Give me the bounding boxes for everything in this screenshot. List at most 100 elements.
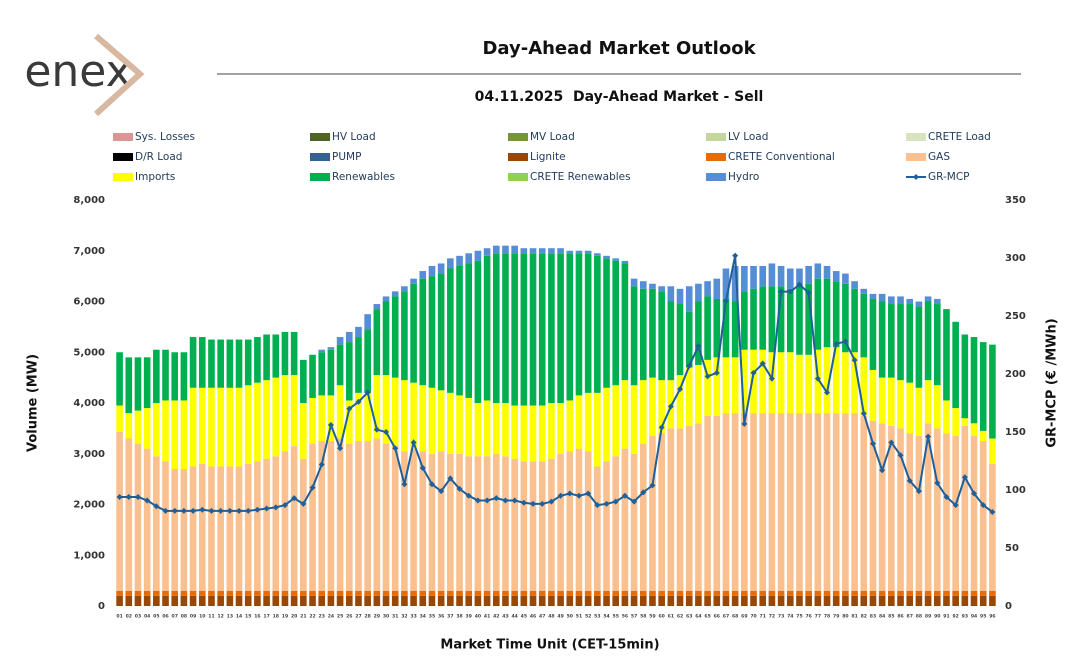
x-tick-label: 49 <box>557 614 563 620</box>
line-marker <box>383 429 390 435</box>
x-tick-label: 10 <box>199 614 205 620</box>
bar-segment <box>189 337 197 388</box>
x-tick-label: 16 <box>254 614 260 620</box>
bar-segment <box>869 595 877 606</box>
bar-segment <box>888 304 895 378</box>
bar-segment <box>952 408 959 436</box>
bar-segment <box>603 590 610 596</box>
bar-segment <box>548 403 555 459</box>
bar-segment <box>658 590 665 596</box>
bar-segment <box>391 291 399 297</box>
x-tick-label: 46 <box>530 614 536 620</box>
line-marker <box>153 503 160 510</box>
x-tick-label: 15 <box>245 614 251 620</box>
bar-segment <box>373 438 381 591</box>
bar-segment <box>860 415 868 591</box>
bar-segment <box>639 380 647 444</box>
bar-segment <box>373 304 381 310</box>
legend-label: MV Load <box>530 131 575 143</box>
bar-segment <box>180 352 188 401</box>
x-tick-label: 83 <box>870 614 876 620</box>
bar-segment <box>327 395 335 442</box>
line-marker <box>300 500 307 507</box>
bar-segment <box>786 413 794 591</box>
bar-segment <box>658 433 665 591</box>
x-tick-label: 51 <box>576 614 582 620</box>
line-marker <box>180 507 187 514</box>
bar-segment <box>731 595 739 606</box>
bar-segment <box>639 595 647 606</box>
bar-segment <box>566 400 574 452</box>
legend-label: GR-MCP <box>928 171 970 183</box>
bar-segment <box>842 283 849 353</box>
bar-segment <box>327 441 335 591</box>
bar-segment <box>345 590 353 596</box>
bar-segment <box>814 263 822 279</box>
bar-segment <box>474 590 482 596</box>
line-marker <box>410 439 417 446</box>
x-tick-label: 70 <box>750 614 756 620</box>
bar-segment <box>759 595 767 606</box>
bar-segment <box>309 397 316 444</box>
line-marker <box>897 452 904 459</box>
x-tick-label: 31 <box>392 614 398 620</box>
bar-segment <box>189 387 197 467</box>
line-marker <box>677 386 684 393</box>
bar-segment <box>300 458 307 591</box>
line-marker <box>226 507 233 514</box>
bar-segment <box>327 590 335 596</box>
bar-segment <box>235 595 243 606</box>
bar-segment <box>676 304 684 376</box>
bar-segment <box>823 278 831 348</box>
x-tick-label: 64 <box>695 614 701 620</box>
line-marker <box>658 424 665 431</box>
bar-segment <box>979 595 987 606</box>
bar-segment <box>584 590 592 596</box>
bar-segment <box>594 590 601 596</box>
x-tick-label: 22 <box>309 614 315 620</box>
bar-segment <box>548 248 555 254</box>
bar-segment <box>447 258 454 269</box>
legend-swatch <box>310 153 330 161</box>
x-tick-label: 59 <box>649 614 655 620</box>
bar-segment <box>961 595 969 606</box>
bar-segment <box>263 590 270 596</box>
bar-segment <box>814 590 822 596</box>
line-marker <box>824 389 831 396</box>
bar-segment <box>612 260 620 386</box>
bar-segment <box>952 595 959 606</box>
bar-segment <box>529 253 537 406</box>
bar-segment <box>345 595 353 606</box>
bar-segment <box>300 359 307 403</box>
bar-segment <box>171 468 179 591</box>
bar-segment <box>612 258 620 261</box>
bar-segment <box>750 288 757 350</box>
legend-swatch <box>113 173 133 181</box>
bar-segment <box>309 595 316 606</box>
x-tick-label: 02 <box>126 614 132 620</box>
line-marker <box>640 489 647 496</box>
legend-swatch <box>508 153 528 161</box>
bar-segment <box>566 253 574 401</box>
bar-segment <box>116 595 123 606</box>
bar-segment <box>300 590 307 596</box>
x-tick-label: 44 <box>511 614 517 620</box>
bar-segment <box>878 423 886 591</box>
x-tick-label: 48 <box>548 614 554 620</box>
x-tick-label: 65 <box>704 614 710 620</box>
bar-segment <box>437 451 445 591</box>
x-tick-label: 95 <box>980 614 986 620</box>
bar-segment <box>658 286 665 292</box>
x-tick-label: 20 <box>291 614 297 620</box>
bar-segment <box>768 413 776 591</box>
bar-segment <box>538 461 546 591</box>
bar-segment <box>612 595 620 606</box>
bar-segment <box>584 250 592 254</box>
bar-segment <box>924 380 932 424</box>
line-marker <box>263 505 270 512</box>
bar-segment <box>906 595 914 606</box>
bar-segment <box>410 382 417 449</box>
bar-segment <box>529 461 537 591</box>
bar-segment <box>502 590 509 596</box>
bar-segment <box>989 344 996 439</box>
